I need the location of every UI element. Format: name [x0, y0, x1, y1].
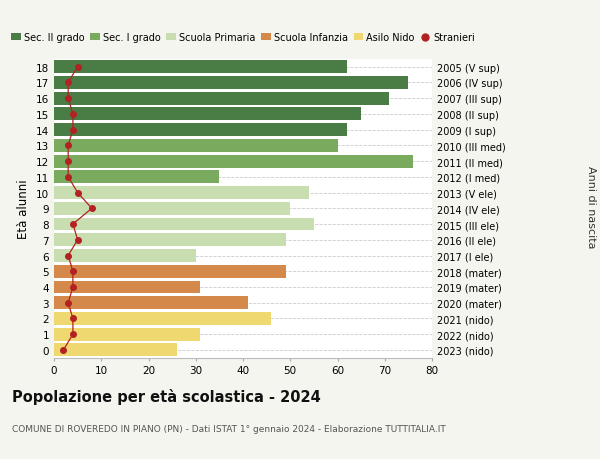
- Bar: [54, 250, 196, 263]
- Bar: [54, 234, 286, 246]
- Y-axis label: Età alunni: Età alunni: [17, 179, 31, 239]
- Text: COMUNE DI ROVEREDO IN PIANO (PN) - Dati ISTAT 1° gennaio 2024 - Elaborazione TUT: COMUNE DI ROVEREDO IN PIANO (PN) - Dati …: [12, 425, 446, 434]
- Bar: [54, 155, 413, 168]
- Bar: [54, 265, 286, 278]
- Bar: [54, 312, 271, 325]
- Bar: [54, 218, 314, 231]
- Bar: [54, 202, 290, 215]
- Bar: [54, 124, 347, 137]
- Text: Popolazione per età scolastica - 2024: Popolazione per età scolastica - 2024: [12, 388, 321, 404]
- Bar: [54, 187, 309, 200]
- Text: Anni di nascita: Anni di nascita: [586, 165, 596, 248]
- Bar: [54, 171, 220, 184]
- Bar: [54, 344, 177, 357]
- Bar: [54, 77, 409, 90]
- Bar: [54, 281, 200, 294]
- Bar: [54, 328, 200, 341]
- Legend: Sec. II grado, Sec. I grado, Scuola Primaria, Scuola Infanzia, Asilo Nido, Stran: Sec. II grado, Sec. I grado, Scuola Prim…: [11, 33, 475, 43]
- Bar: [54, 297, 248, 309]
- Bar: [54, 92, 389, 106]
- Bar: [54, 140, 338, 152]
- Bar: [54, 108, 361, 121]
- Bar: [54, 61, 347, 74]
